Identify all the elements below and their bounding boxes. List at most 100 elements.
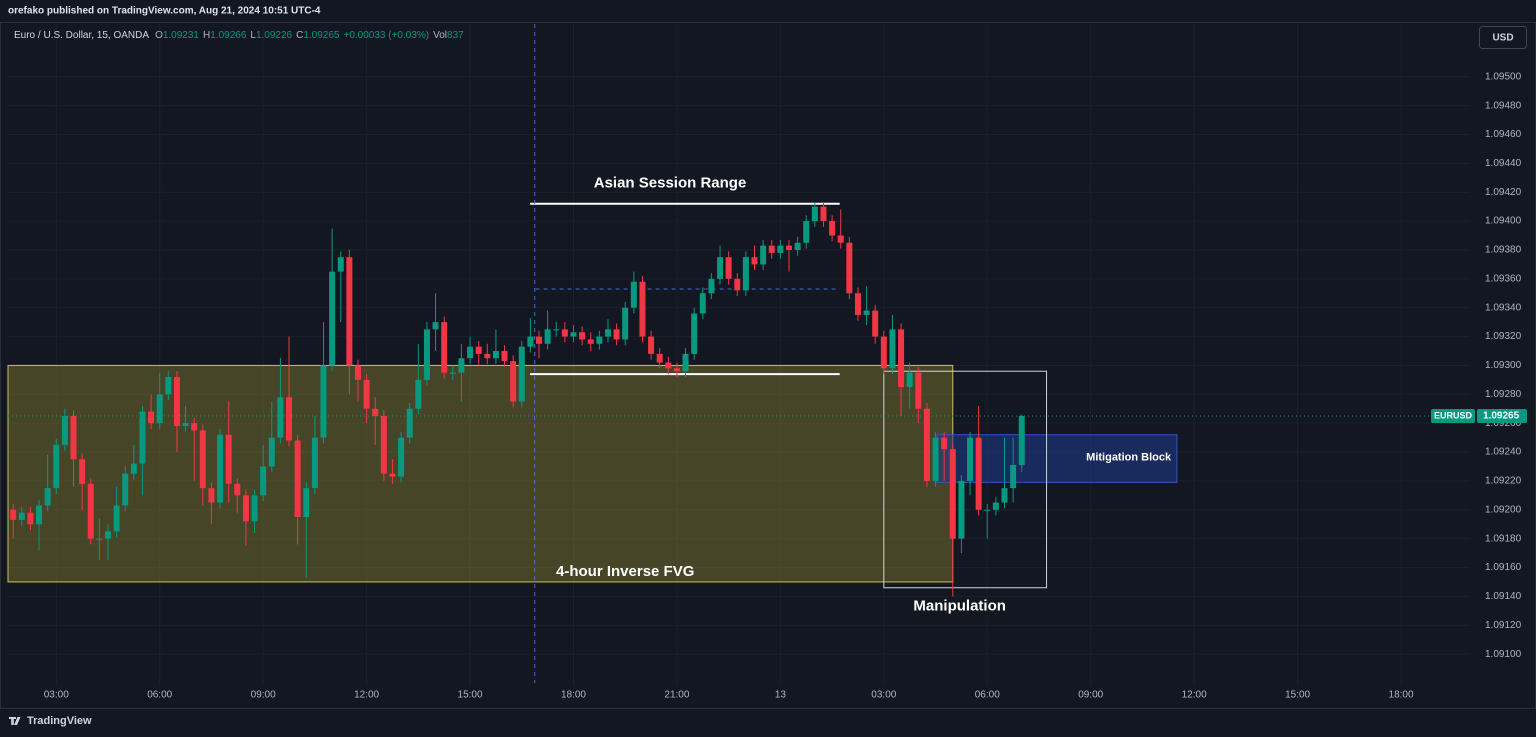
y-tick-label: 1.09340	[1485, 302, 1522, 313]
candle-body	[44, 488, 51, 506]
x-tick-label: 06:00	[147, 690, 172, 701]
candle-body	[156, 394, 163, 424]
y-tick-label: 1.09400	[1485, 216, 1522, 227]
y-tick-label: 1.09380	[1485, 245, 1522, 256]
candle-body	[846, 242, 853, 294]
quote-key: Vol	[433, 30, 447, 41]
price-tag	[1477, 408, 1527, 423]
candle-body	[725, 257, 732, 279]
candle-body	[303, 488, 310, 518]
candle-body	[648, 336, 655, 354]
candle-body	[622, 307, 629, 340]
candle-body	[768, 245, 775, 253]
candle-body	[630, 281, 637, 308]
y-tick-label: 1.09460	[1485, 129, 1522, 140]
y-tick-label: 1.09500	[1485, 71, 1522, 82]
quote-value: 837	[447, 30, 464, 41]
candle-body	[87, 483, 94, 539]
candle-body	[260, 466, 267, 496]
x-tick-label: 03:00	[871, 690, 896, 701]
candle-body	[837, 235, 844, 243]
candle-body	[699, 293, 706, 314]
candle-body	[492, 351, 499, 359]
candle-body	[889, 329, 896, 369]
y-tick-label: 1.09240	[1485, 447, 1522, 458]
candle-body	[458, 358, 465, 373]
candle-body	[639, 281, 646, 337]
candle-body	[18, 512, 25, 520]
candle-body	[984, 509, 991, 511]
candle-body	[398, 437, 405, 477]
candle-body	[932, 437, 939, 481]
candle-body	[441, 322, 448, 373]
candle-body	[1018, 415, 1025, 466]
candle-body	[475, 346, 482, 354]
candle-body	[958, 480, 965, 539]
candle-body	[596, 336, 603, 344]
candle-body	[570, 332, 577, 337]
quote-key: L	[250, 30, 256, 41]
candle-body	[225, 434, 232, 484]
candle-body	[122, 473, 129, 506]
candle-body	[423, 329, 430, 380]
candle-body	[199, 430, 206, 489]
candle-body	[389, 473, 396, 477]
candle-body	[682, 353, 689, 372]
candle-body	[329, 271, 336, 366]
x-tick-label: 03:00	[44, 690, 69, 701]
candle-body	[165, 376, 172, 395]
x-tick-label: 13	[775, 690, 787, 701]
candle-body	[760, 245, 767, 265]
candle-body	[217, 434, 224, 503]
candle-body	[311, 437, 318, 489]
candle-body	[803, 221, 810, 243]
candle-body	[854, 293, 861, 315]
candle-body	[10, 509, 17, 520]
candle-body	[104, 531, 111, 539]
candle-body	[751, 257, 758, 265]
currency[interactable]: USD	[1492, 33, 1513, 44]
y-tick-label: 1.09260	[1485, 418, 1522, 429]
candle-body	[173, 376, 180, 427]
candle-body	[130, 463, 137, 474]
logo-icon	[9, 717, 21, 725]
x-tick-label: 21:00	[664, 690, 689, 701]
currency-box[interactable]	[1479, 26, 1527, 49]
candle-body	[70, 415, 77, 460]
x-tick-label: 18:00	[1389, 690, 1414, 701]
candle-body	[880, 336, 887, 369]
candle-body	[372, 408, 379, 416]
candle-body	[268, 437, 275, 467]
candle-body	[734, 278, 741, 291]
annotation-text: Asian Session Range	[594, 175, 747, 192]
x-tick-label: 15:00	[458, 690, 483, 701]
candle-body	[251, 495, 258, 522]
quote-key: O	[155, 30, 163, 41]
candle-body	[234, 483, 241, 496]
candle-body	[320, 365, 327, 438]
candle-body	[286, 397, 293, 441]
candle-body	[941, 437, 948, 450]
candle-body	[656, 353, 663, 363]
candle-body	[484, 353, 491, 359]
candle-body	[113, 505, 120, 532]
candle-body	[346, 257, 353, 366]
candle-body	[380, 415, 387, 474]
candle-body	[415, 379, 422, 409]
candle-body	[449, 372, 456, 374]
candle-body	[277, 397, 284, 438]
y-tick-label: 1.09440	[1485, 158, 1522, 169]
candle-body	[708, 278, 715, 294]
y-tick-label: 1.09420	[1485, 187, 1522, 198]
y-tick-label: 1.09320	[1485, 331, 1522, 342]
candle-body	[579, 332, 586, 340]
candle-body	[820, 206, 827, 222]
y-tick-label: 1.09300	[1485, 360, 1522, 371]
candle-body	[794, 242, 801, 250]
quote-value: 1.09265	[303, 30, 340, 41]
candle-body	[527, 336, 534, 347]
candle-body	[923, 408, 930, 481]
x-tick-label: 09:00	[1078, 690, 1103, 701]
candle-body	[79, 459, 86, 484]
